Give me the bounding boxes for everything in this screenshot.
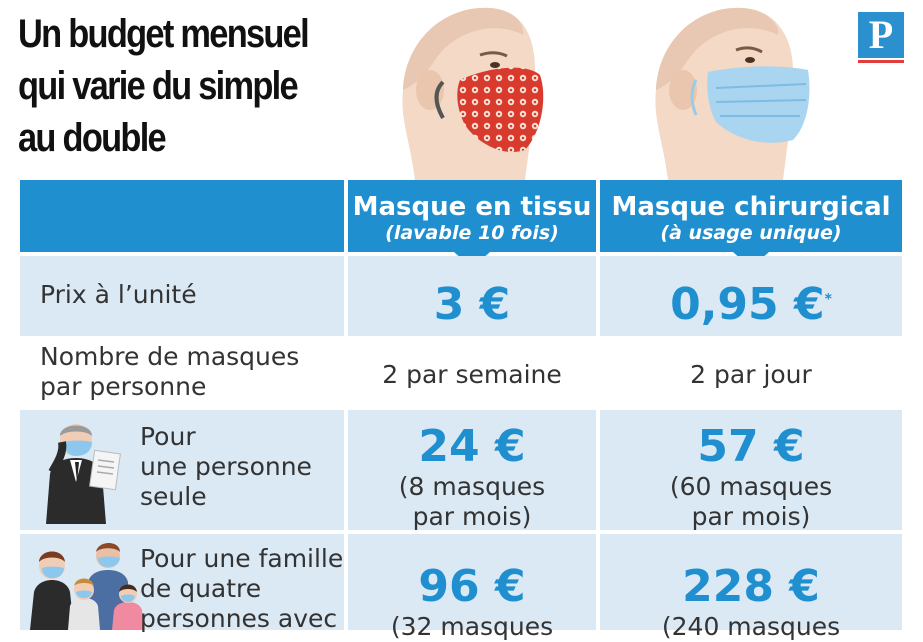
seule-chirurgical-price: 57 €	[697, 421, 805, 472]
title-line-3: au double	[18, 116, 167, 160]
row-nombre-label: Nombre de masques par personne	[40, 342, 299, 402]
column-subtitle-cloth: (lavable 10 fois)	[385, 222, 559, 244]
famille-chirurgical-price: 228 €	[682, 561, 820, 612]
row-prix-chirurgical-cell: 0,95 €*	[600, 256, 902, 336]
row-seule-label: Pour une personne seule	[140, 422, 312, 512]
le-parisien-logo-icon: P	[858, 12, 904, 58]
row-seule-tissu-cell: 24 € (8 masques par mois)	[348, 410, 596, 531]
column-title-surgical: Masque chirurgical	[611, 192, 891, 222]
nombre-tissu-value: 2 par semaine	[382, 360, 562, 389]
title-line-2: qui varie du simple	[18, 64, 299, 108]
prix-chirurgical-value: 0,95 €	[670, 279, 825, 330]
row-prix-label-cell: Prix à l’unité	[20, 256, 344, 336]
famille-tissu-price: 96 €	[418, 561, 526, 612]
row-famille-label-cell: Pour une famille de quatre personnes ave…	[20, 534, 344, 633]
row-famille-tissu-cell: 96 € (32 masques	[348, 534, 596, 641]
row-nombre-tissu-cell: 2 par semaine	[348, 340, 596, 410]
column-subtitle-surgical: (à usage unique)	[660, 222, 842, 244]
row-nombre-label-cell: Nombre de masques par personne	[20, 340, 344, 410]
page-title: Un budget mensuel qui varie du simple au…	[18, 8, 328, 164]
row-famille-label: Pour une famille de quatre personnes ave…	[140, 544, 343, 634]
row-prix-label: Prix à l’unité	[40, 280, 197, 309]
prix-tissu-value: 3 €	[433, 279, 511, 330]
famille-chirurgical-detail-line-1: (240 masques	[661, 612, 841, 641]
nombre-chirurgical-value: 2 par jour	[690, 360, 812, 389]
logo-underline	[858, 60, 904, 63]
row-famille-label-line-3: personnes avec	[140, 604, 338, 633]
prix-chirurgical-wrap: 0,95 €*	[670, 280, 832, 330]
header-surgical-mask	[600, 180, 902, 252]
row-seule-chirurgical-cell: 57 € (60 masques par mois)	[600, 410, 902, 531]
row-nombre-label-line-2: par personne	[40, 372, 207, 401]
row-seule-label-line-1: Pour	[140, 422, 196, 451]
prix-chirurgical-footnote: *	[824, 291, 832, 308]
head-surgical-mask-icon	[655, 7, 810, 180]
seule-tissu-price: 24 €	[418, 421, 526, 472]
head-cloth-mask-icon	[402, 7, 544, 180]
row-seule-label-line-3: seule	[140, 482, 207, 511]
header-cloth-mask	[348, 180, 596, 252]
seule-chirurgical-detail-line-1: (60 masques	[669, 472, 833, 501]
family-with-masks-icon	[30, 543, 144, 630]
row-famille-label-line-1: Pour une famille	[140, 544, 344, 573]
seule-chirurgical-detail-line-2: par mois)	[691, 502, 811, 531]
title-line-1: Un budget mensuel	[18, 12, 310, 56]
seule-tissu-detail-line-1: (8 masques	[398, 472, 546, 501]
header-empty-cell	[20, 180, 344, 252]
businessman-with-mask-icon	[46, 424, 121, 524]
row-nombre-chirurgical-cell: 2 par jour	[600, 340, 902, 410]
row-seule-label-cell: Pour une personne seule	[20, 410, 344, 530]
column-title-cloth: Masque en tissu	[352, 192, 592, 222]
row-seule-label-line-2: une personne	[140, 452, 312, 481]
row-nombre-label-line-1: Nombre de masques	[40, 342, 300, 371]
row-prix-tissu-cell: 3 €	[348, 256, 596, 336]
row-famille-label-line-2: de quatre	[140, 574, 262, 603]
seule-tissu-detail-line-2: par mois)	[412, 502, 532, 531]
famille-tissu-detail-line-1: (32 masques	[390, 612, 554, 641]
row-famille-chirurgical-cell: 228 € (240 masques	[600, 534, 902, 641]
